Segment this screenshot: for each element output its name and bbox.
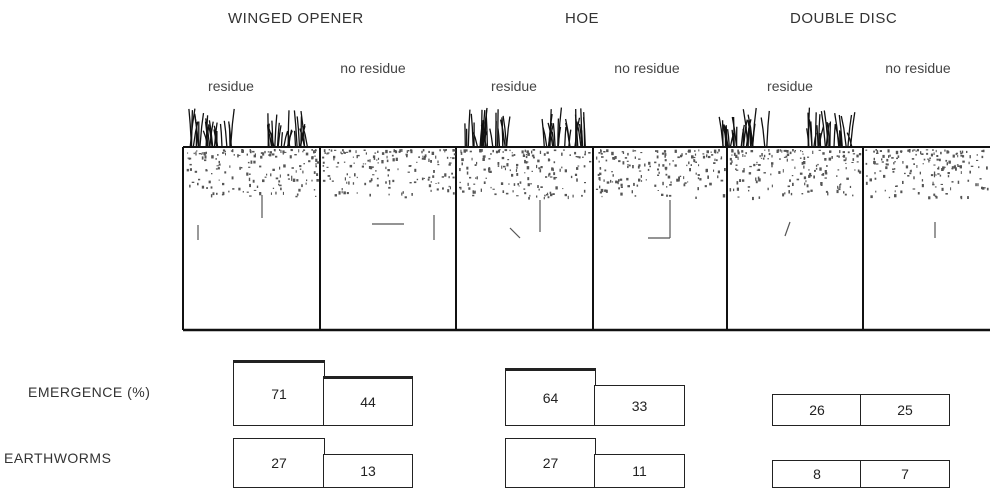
soil-cross-section: [182, 107, 990, 332]
earthworms-hoe-no-residue: 11: [594, 454, 685, 488]
column-title-hoe: HOE: [565, 10, 600, 27]
emergence-winged-no-residue: 44: [323, 376, 413, 426]
column-title-winged-opener: WINGED OPENER: [228, 10, 364, 27]
earthworms-winged-residue: 27: [233, 438, 325, 488]
emergence-hoe-residue: 64: [505, 368, 596, 426]
earthworms-hoe-residue: 27: [505, 438, 596, 488]
sub-label-no-residue: no residue: [614, 60, 680, 76]
soil-texture: [186, 149, 989, 201]
column-title-double-disc: DOUBLE DISC: [790, 10, 898, 27]
emergence-double-disc-residue: 26: [772, 394, 862, 426]
sub-label-no-residue: no residue: [885, 60, 951, 76]
furrow-marks: [197, 195, 936, 240]
sub-label-residue: residue: [491, 78, 537, 94]
sub-label-residue: residue: [767, 78, 813, 94]
row-label-emergence: EMERGENCE (%): [28, 384, 151, 400]
row-label-earthworms: EARTHWORMS: [4, 450, 112, 466]
emergence-hoe-no-residue: 33: [594, 385, 685, 426]
earthworms-double-disc-no-residue: 7: [860, 460, 950, 488]
sub-label-residue: residue: [208, 78, 254, 94]
earthworms-double-disc-residue: 8: [772, 460, 862, 488]
earthworms-winged-no-residue: 13: [323, 454, 413, 488]
residue-tufts: [188, 107, 856, 148]
emergence-winged-residue: 71: [233, 360, 325, 426]
sub-label-no-residue: no residue: [340, 60, 406, 76]
emergence-double-disc-no-residue: 25: [860, 394, 950, 426]
